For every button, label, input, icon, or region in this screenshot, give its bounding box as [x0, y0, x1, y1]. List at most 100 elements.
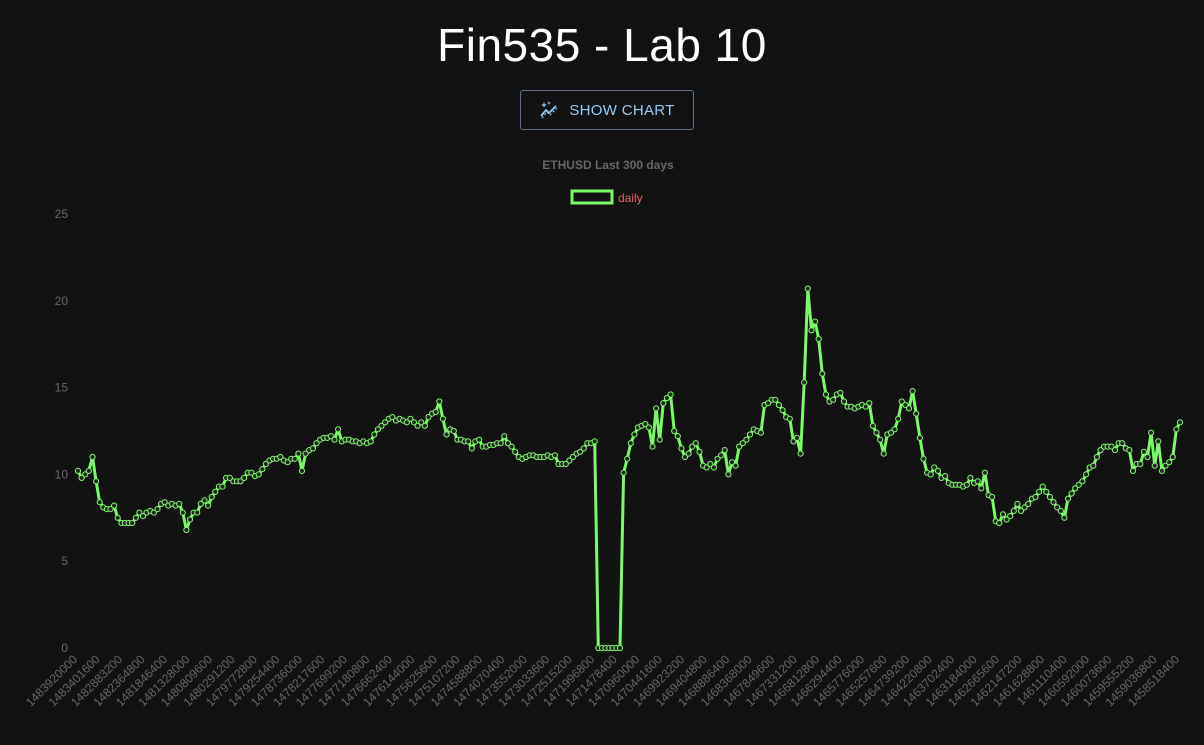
data-point[interactable]: [667, 391, 674, 398]
data-point[interactable]: [1036, 488, 1043, 495]
data-point[interactable]: [367, 438, 374, 445]
data-point[interactable]: [205, 502, 212, 509]
data-point[interactable]: [403, 419, 410, 426]
data-point[interactable]: [241, 474, 248, 481]
data-point[interactable]: [309, 445, 316, 452]
data-point[interactable]: [1108, 443, 1115, 450]
show-chart-button[interactable]: SHOW CHART: [520, 90, 694, 130]
data-point[interactable]: [1075, 481, 1082, 488]
data-point[interactable]: [150, 509, 157, 516]
data-point[interactable]: [830, 396, 837, 403]
data-point[interactable]: [1017, 507, 1025, 514]
data-point[interactable]: [649, 443, 656, 450]
data-point[interactable]: [757, 429, 765, 436]
data-point[interactable]: [674, 433, 681, 440]
data-point[interactable]: [1068, 490, 1075, 497]
data-point[interactable]: [1129, 467, 1137, 474]
data-point[interactable]: [436, 398, 443, 405]
data-point[interactable]: [840, 398, 848, 405]
data-point[interactable]: [710, 464, 718, 471]
data-point[interactable]: [259, 466, 266, 473]
data-point[interactable]: [82, 471, 89, 478]
data-point[interactable]: [942, 473, 949, 480]
data-point[interactable]: [812, 318, 819, 325]
data-point[interactable]: [736, 443, 743, 450]
data-point[interactable]: [1079, 478, 1086, 485]
data-point[interactable]: [107, 506, 114, 513]
data-point[interactable]: [801, 379, 808, 386]
data-point[interactable]: [1148, 429, 1155, 436]
data-point[interactable]: [183, 526, 190, 534]
data-point[interactable]: [927, 471, 934, 478]
data-point[interactable]: [161, 499, 168, 506]
data-point[interactable]: [1025, 500, 1032, 507]
data-point[interactable]: [1072, 485, 1079, 492]
data-point[interactable]: [909, 388, 916, 395]
data-point[interactable]: [772, 396, 779, 403]
data-point[interactable]: [685, 450, 692, 457]
data-point[interactable]: [989, 493, 996, 501]
data-point[interactable]: [418, 419, 425, 426]
data-point[interactable]: [468, 445, 475, 452]
data-point[interactable]: [616, 644, 624, 652]
data-point[interactable]: [963, 481, 970, 488]
data-point[interactable]: [656, 436, 663, 443]
data-point[interactable]: [786, 415, 793, 422]
data-point[interactable]: [880, 450, 887, 457]
data-point[interactable]: [974, 478, 981, 485]
data-point[interactable]: [967, 474, 974, 481]
data-point[interactable]: [93, 478, 100, 485]
data-point[interactable]: [746, 431, 754, 438]
data-point[interactable]: [797, 450, 804, 457]
data-point[interactable]: [226, 474, 233, 481]
data-point[interactable]: [718, 452, 725, 459]
data-point[interactable]: [819, 370, 826, 377]
data-point[interactable]: [920, 455, 927, 462]
data-point[interactable]: [197, 500, 204, 507]
data-point[interactable]: [410, 419, 418, 426]
data-point[interactable]: [208, 493, 215, 501]
data-point[interactable]: [566, 457, 573, 464]
data-point[interactable]: [139, 513, 147, 520]
data-point[interactable]: [1126, 447, 1133, 454]
data-point[interactable]: [1166, 459, 1173, 466]
data-point[interactable]: [1061, 514, 1068, 521]
data-point[interactable]: [89, 453, 96, 461]
data-point[interactable]: [501, 433, 508, 440]
data-point[interactable]: [1097, 447, 1104, 454]
data-point[interactable]: [779, 407, 786, 414]
data-point[interactable]: [905, 405, 913, 412]
data-point[interactable]: [569, 453, 577, 461]
data-point[interactable]: [1137, 460, 1144, 468]
data-point[interactable]: [1064, 495, 1072, 502]
data-point[interactable]: [262, 460, 269, 468]
data-point[interactable]: [465, 438, 472, 445]
data-point[interactable]: [631, 431, 638, 438]
data-point[interactable]: [913, 410, 920, 417]
data-point[interactable]: [732, 462, 739, 469]
data-point[interactable]: [577, 448, 584, 455]
data-point[interactable]: [1144, 453, 1151, 461]
data-point[interactable]: [302, 450, 309, 457]
data-point[interactable]: [291, 455, 298, 462]
data-point[interactable]: [1155, 438, 1162, 445]
data-point[interactable]: [663, 394, 671, 402]
data-point[interactable]: [194, 509, 201, 516]
data-point[interactable]: [790, 438, 797, 445]
data-point[interactable]: [692, 440, 699, 447]
data-point[interactable]: [707, 460, 714, 468]
data-point[interactable]: [931, 464, 938, 471]
data-point[interactable]: [1119, 440, 1126, 447]
data-point[interactable]: [154, 506, 161, 513]
data-point[interactable]: [725, 471, 732, 478]
data-point[interactable]: [327, 433, 334, 440]
data-point[interactable]: [999, 511, 1007, 518]
data-point[interactable]: [671, 427, 678, 435]
data-point[interactable]: [295, 450, 302, 457]
data-point[interactable]: [887, 429, 895, 436]
data-point[interactable]: [179, 509, 186, 516]
data-point[interactable]: [591, 438, 598, 445]
data-point[interactable]: [580, 445, 587, 452]
data-point[interactable]: [1093, 453, 1101, 461]
data-point[interactable]: [85, 467, 92, 474]
